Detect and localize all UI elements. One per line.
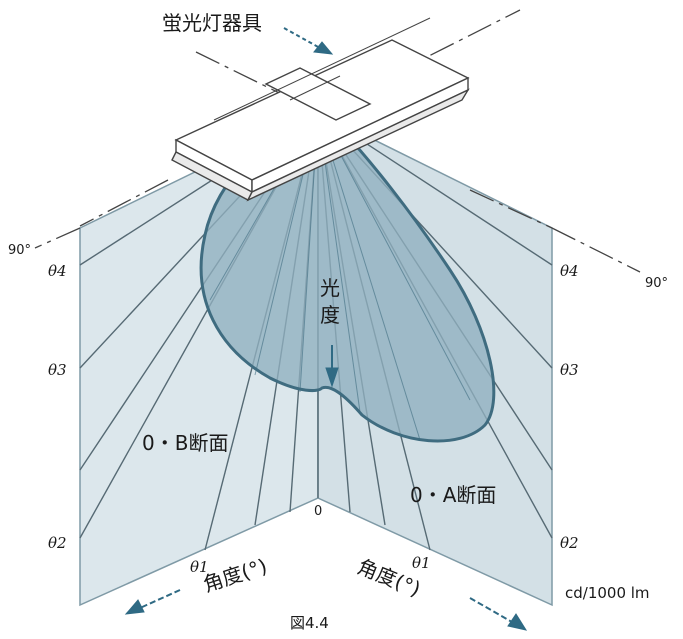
theta1-left: θ1 — [190, 558, 209, 576]
theta2-right: θ2 — [560, 534, 579, 552]
right-plane-label: 0・A断面 — [410, 483, 496, 507]
theta3-right: θ3 — [560, 361, 579, 379]
theta3-left: θ3 — [48, 361, 67, 379]
origin-label: 0 — [314, 504, 322, 519]
theta4-right: θ4 — [560, 262, 579, 280]
theta2-left: θ2 — [48, 534, 67, 552]
theta4-left: θ4 — [48, 262, 67, 280]
fluorescent-luminaire — [171, 17, 470, 202]
figure-caption: 図4.4 — [290, 614, 329, 632]
angle-label-left: 角度(°) — [200, 554, 270, 597]
intensity-label-2: 度 — [320, 303, 340, 327]
left-plane-label: 0・B断面 — [142, 431, 228, 455]
arrows — [124, 27, 528, 631]
intensity-curve — [199, 110, 496, 443]
left-90-label: 90° — [8, 243, 31, 258]
unit-label: cd/1000 lm — [565, 584, 650, 602]
right-90-label: 90° — [645, 276, 668, 291]
intensity-label-1: 光 — [320, 276, 340, 300]
fixture-label: 蛍光灯器具 — [162, 11, 262, 35]
fixture-axes — [34, 9, 641, 273]
theta1-right: θ1 — [412, 554, 431, 572]
